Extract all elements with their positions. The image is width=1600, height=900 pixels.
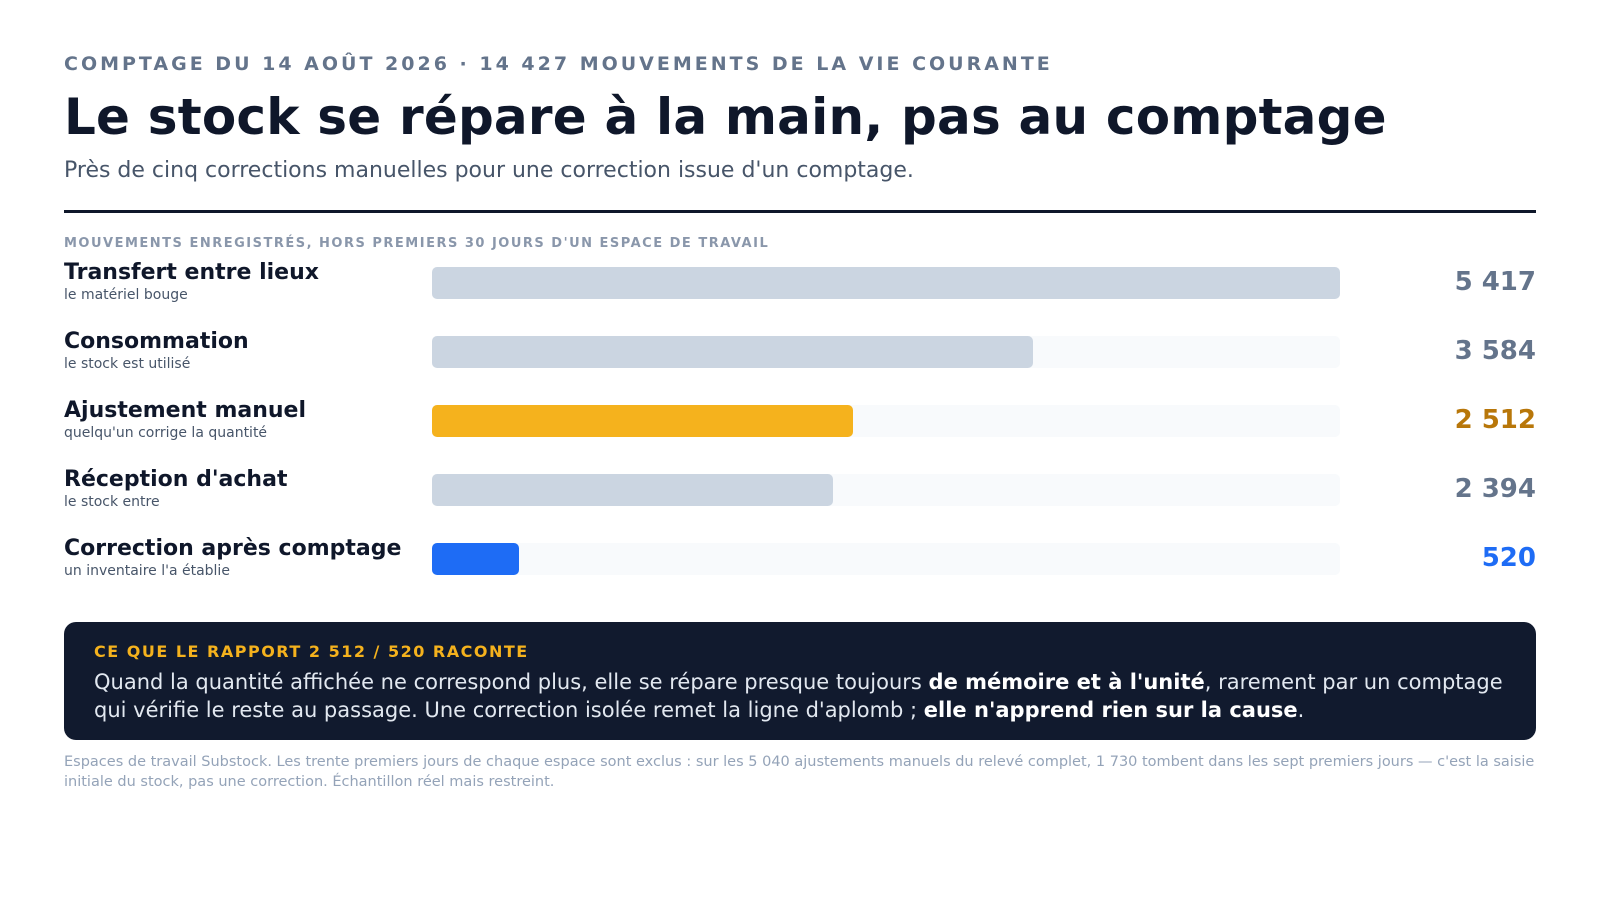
category-sublabel: le stock est utilisé: [64, 356, 191, 372]
bar-row: Correction après comptage un inventaire l…: [64, 536, 1536, 598]
chart-title: MOUVEMENTS ENREGISTRÉS, HORS PREMIERS 30…: [64, 236, 770, 251]
category-sublabel: quelqu'un corrige la quantité: [64, 425, 268, 441]
callout-text-part: , rarement par un comptage qui vérifie l…: [94, 670, 1503, 722]
bar-label-group: Ajustement manuel quelqu'un corrige la qu…: [64, 398, 424, 442]
callout-text-part: .: [1297, 698, 1305, 722]
bar-row: Réception d'achat le stock entre 2 394: [64, 467, 1536, 529]
bar-row: Ajustement manuel quelqu'un corrige la qu…: [64, 398, 1536, 460]
callout-kicker: CE QUE LE RAPPORT 2 512 / 520 RACONTE: [94, 642, 529, 661]
bar-label-group: Transfert entre lieux le matériel bouge: [64, 260, 424, 304]
bar-chart: Transfert entre lieux le matériel bouge 5 …: [64, 260, 1536, 612]
callout-emphasis: de mémoire et à l'unité: [928, 670, 1205, 694]
bar: [432, 405, 853, 437]
bar-row: Consommation le stock est utilisé 3 584: [64, 329, 1536, 391]
bar: [432, 267, 1340, 299]
category-label: Correction après comptage: [64, 536, 402, 561]
category-sublabel: le stock entre: [64, 494, 160, 510]
value-label: 2 512: [1454, 405, 1536, 435]
header-divider: [64, 210, 1536, 213]
category-label: Réception d'achat: [64, 467, 288, 492]
page-kicker: COMPTAGE DU 14 AOÛT 2026 · 14 427 MOUVEM…: [64, 53, 1053, 75]
bar-row: Transfert entre lieux le matériel bouge 5 …: [64, 260, 1536, 322]
callout-text: Quand la quantité affichée ne correspond…: [94, 668, 1506, 724]
value-label: 2 394: [1454, 474, 1536, 504]
bar-track: [432, 267, 1340, 299]
bar: [432, 336, 1033, 368]
callout-text-part: Quand la quantité affichée ne correspond…: [94, 670, 929, 694]
bar: [432, 474, 833, 506]
bar-track: [432, 474, 1340, 506]
category-label: Transfert entre lieux: [64, 260, 319, 285]
insight-callout: CE QUE LE RAPPORT 2 512 / 520 RACONTE Qu…: [64, 622, 1536, 740]
bar-track: [432, 405, 1340, 437]
page: COMPTAGE DU 14 AOÛT 2026 · 14 427 MOUVEM…: [64, 52, 1536, 790]
bar-label-group: Consommation le stock est utilisé: [64, 329, 424, 373]
category-sublabel: un inventaire l'a établie: [64, 563, 230, 579]
page-subtitle: Près de cinq corrections manuelles pour …: [64, 158, 914, 183]
bar-track: [432, 543, 1340, 575]
bar-label-group: Correction après comptage un inventaire l…: [64, 536, 424, 580]
bar: [432, 543, 519, 575]
footnote: Espaces de travail Substock. Les trente …: [64, 754, 1535, 790]
bar-track: [432, 336, 1340, 368]
category-sublabel: le matériel bouge: [64, 287, 188, 303]
value-label: 3 584: [1454, 336, 1536, 366]
bar-label-group: Réception d'achat le stock entre: [64, 467, 424, 511]
value-label: 5 417: [1454, 267, 1536, 297]
category-label: Ajustement manuel: [64, 398, 306, 423]
category-label: Consommation: [64, 329, 249, 354]
callout-emphasis: elle n'apprend rien sur la cause: [923, 698, 1298, 722]
value-label: 520: [1481, 543, 1536, 573]
page-title: Le stock se répare à la main, pas au com…: [64, 88, 1387, 146]
